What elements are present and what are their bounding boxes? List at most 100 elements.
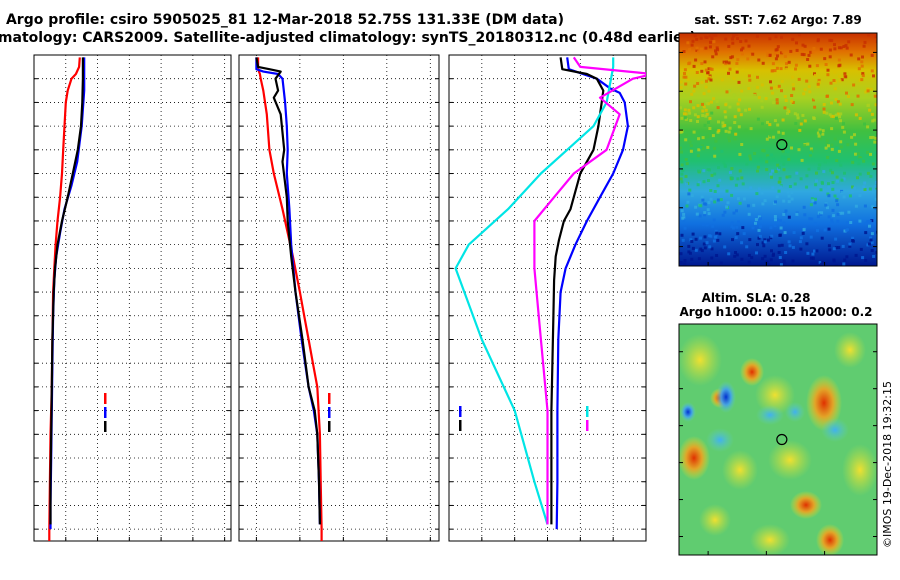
- sst-pixel: [757, 58, 761, 62]
- sst-pixel: [705, 112, 709, 116]
- sst-pixel: [776, 163, 780, 167]
- sst-pixel: [734, 183, 738, 187]
- sst-pixel: [781, 149, 785, 153]
- sst-pixel: [803, 88, 807, 92]
- sst-pixel: [695, 46, 699, 50]
- sst-pixel: [803, 144, 807, 148]
- sst-pixel: [766, 50, 770, 54]
- sst-pixel: [775, 101, 779, 105]
- sst-pixel: [710, 247, 714, 251]
- sst-pixel: [699, 36, 703, 40]
- sst-pixel: [853, 133, 856, 137]
- sst-pixel: [772, 157, 776, 161]
- sst-pixel: [809, 50, 813, 54]
- sst-pixel: [858, 116, 862, 120]
- sst-pixel: [728, 171, 732, 175]
- sst-pixel: [707, 212, 711, 216]
- sst-pixel: [712, 33, 716, 37]
- sst-pixel: [875, 181, 877, 184]
- sst-pixel: [771, 135, 775, 139]
- sst-pixel: [846, 221, 850, 225]
- sst-pixel: [680, 209, 684, 213]
- sst-pixel: [800, 158, 804, 162]
- sla-map: [678, 323, 878, 556]
- sst-pixel: [774, 218, 777, 222]
- sst-pixel: [795, 48, 799, 52]
- sst-pixel: [680, 116, 684, 120]
- sst-pixel: [813, 201, 817, 205]
- sst-pixel: [841, 125, 845, 129]
- sst-pixel: [715, 254, 719, 257]
- sst-pixel: [729, 56, 733, 60]
- sst-pixel: [833, 43, 836, 47]
- sst-pixel: [721, 124, 725, 128]
- sst-pixel: [780, 79, 784, 83]
- sst-pixel: [711, 134, 715, 138]
- sst-pixel: [748, 78, 752, 82]
- sst-pixel: [707, 89, 711, 93]
- sst-pixel: [870, 53, 874, 57]
- sst-pixel: [874, 136, 877, 140]
- sst-pixel: [799, 177, 803, 181]
- sst-pixel: [790, 191, 794, 194]
- sst-pixel: [737, 220, 740, 224]
- sst-pixel: [835, 199, 839, 203]
- sst-pixel: [854, 152, 857, 156]
- sst-pixel: [825, 94, 829, 98]
- sst-pixel: [691, 232, 695, 236]
- sst-pixel: [703, 123, 707, 127]
- sst-pixel: [720, 149, 724, 153]
- sst-pixel: [695, 212, 699, 216]
- sst-pixel: [740, 48, 743, 52]
- sst-pixel: [783, 149, 787, 153]
- sst-pixel: [834, 116, 838, 120]
- sst-pixel: [714, 52, 718, 56]
- sst-pixel: [836, 100, 840, 104]
- sla-anomaly-blob: [756, 405, 784, 425]
- sst-pixel: [704, 85, 708, 89]
- sst-pixel: [709, 78, 713, 82]
- sst-pixel: [836, 212, 840, 216]
- sst-pixel: [859, 247, 863, 251]
- sst-pixel: [775, 218, 779, 222]
- sst-pixel: [702, 169, 706, 173]
- sst-pixel: [784, 99, 788, 102]
- sst-pixel: [850, 190, 854, 193]
- sst-pixel: [863, 40, 867, 44]
- sst-pixel: [850, 135, 854, 139]
- sst-pixel: [771, 62, 775, 66]
- sst-pixel: [724, 62, 728, 66]
- sst-pixel: [692, 130, 696, 134]
- sst-pixel: [860, 64, 864, 68]
- sst-pixel: [710, 36, 714, 40]
- sst-pixel: [814, 183, 818, 187]
- sst-pixel: [713, 190, 717, 193]
- sst-pixel: [871, 205, 875, 209]
- sst-pixel: [842, 45, 846, 48]
- sst-pixel: [694, 237, 698, 241]
- sst-pixel: [747, 260, 751, 264]
- sst-map-title: sat. SST: 7.62 Argo: 7.89: [694, 13, 861, 27]
- sst-pixel: [863, 181, 867, 185]
- sst-pixel: [683, 226, 687, 230]
- sst-pixel: [761, 122, 764, 126]
- legend-swatch: [328, 407, 331, 418]
- sst-pixel: [712, 40, 716, 44]
- sst-pixel: [826, 192, 830, 196]
- sst-pixel: [781, 118, 785, 122]
- sst-pixel: [843, 72, 847, 76]
- sla-anomaly-blob: [680, 402, 696, 422]
- sst-pixel: [722, 161, 726, 165]
- sst-pixel: [679, 130, 683, 134]
- sst-pixel: [866, 89, 870, 93]
- sst-pixel: [833, 47, 837, 51]
- sst-pixel: [791, 245, 795, 249]
- sst-pixel: [760, 105, 764, 109]
- sst-pixel: [789, 49, 793, 53]
- sst-pixel: [815, 64, 819, 68]
- sst-pixel: [740, 241, 744, 245]
- sst-pixel: [842, 262, 846, 266]
- sst-pixel: [843, 258, 847, 262]
- sst-pixel: [874, 184, 877, 188]
- sst-pixel: [727, 136, 731, 140]
